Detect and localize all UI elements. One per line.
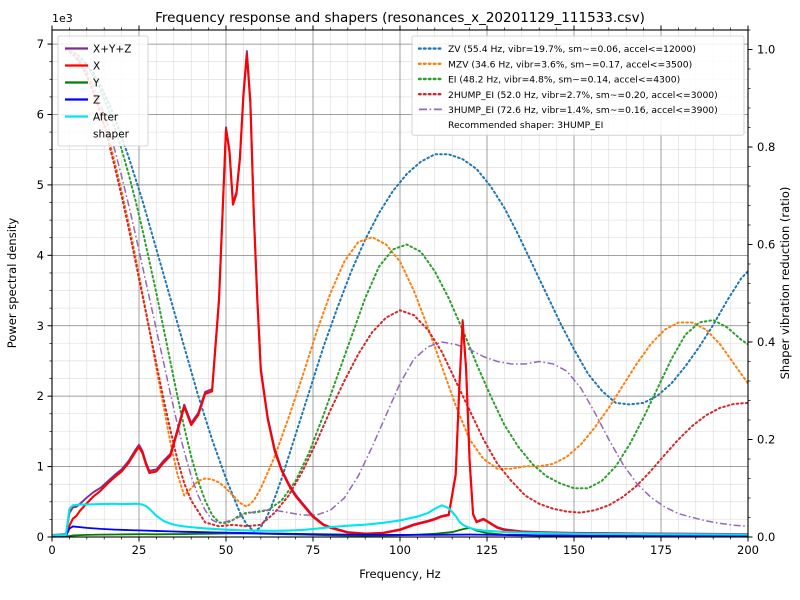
psd-line-after-shaper: [52, 502, 748, 537]
legend-label-x-y-z: X+Y+Z: [93, 44, 131, 56]
x-tick-label: 150: [563, 543, 585, 557]
x-tick-label: 200: [737, 543, 759, 557]
legend-label-3hump_ei: 3HUMP_EI (72.6 Hz, vibr=1.4%, sm~=0.16, …: [448, 105, 718, 116]
legend-label-zv: ZV (55.4 Hz, vibr=19.7%, sm~=0.06, accel…: [448, 44, 696, 55]
y-tick-label-left: 6: [37, 108, 44, 122]
legend-label-after-shaper: After: [93, 112, 119, 124]
y-tick-label-left: 5: [37, 178, 44, 192]
legend-psd[interactable]: X+Y+Z XYZ After shaper: [57, 35, 149, 147]
x-tick-label: 50: [219, 543, 234, 557]
legend-label-y: Y: [92, 78, 100, 90]
x-tick-label: 175: [650, 543, 672, 557]
x-tick-label: 100: [389, 543, 411, 557]
shaper-line-2hump_ei: [64, 48, 748, 528]
y-tick-label-right: 0.4: [757, 335, 775, 349]
x-tick-label: 0: [48, 543, 55, 557]
recommended-shaper-note: Recommended shaper: 3HUMP_EI: [448, 120, 603, 131]
psd-line-x: [52, 53, 748, 537]
shaper-line-3hump_ei: [65, 48, 748, 528]
plot-data-lines: [52, 48, 748, 537]
legend-label-z: Z: [93, 95, 100, 107]
y-axis-left-ticks: 0 1 2 3 4 5 6 7: [37, 37, 52, 544]
x-axis-ticks: 0 25 50 75 100 125 150 175 200: [48, 25, 759, 557]
y-tick-label-left: 2: [37, 389, 44, 403]
legend-label-ei: EI (48.2 Hz, vibr=4.8%, sm~=0.14, accel<…: [448, 75, 680, 86]
y-tick-label-right: 0.2: [757, 433, 775, 447]
y-axis-exponent-label: 1e3: [52, 12, 73, 25]
legend-label-2hump_ei: 2HUMP_EI (52.0 Hz, vibr=2.7%, sm~=0.20, …: [448, 90, 718, 101]
y-tick-label-left: 1: [37, 460, 44, 474]
x-tick-label: 125: [476, 543, 498, 557]
y-axis-right-ticks: 0.0 0.2 0.4 0.6 0.8 1.0: [748, 29, 775, 544]
y-tick-label-left: 0: [37, 530, 44, 544]
shaper-line-zv: [64, 48, 748, 533]
y-tick-label-right: 0.6: [757, 238, 775, 252]
y-tick-label-left: 7: [37, 37, 44, 51]
x-tick-label: 25: [132, 543, 147, 557]
legend-label-mzv: MZV (34.6 Hz, vibr=3.6%, sm~=0.17, accel…: [448, 59, 692, 70]
y-tick-label-right: 1.0: [757, 43, 775, 57]
shaper-line-ei: [64, 48, 748, 525]
legend-label-after-shaper: shaper: [93, 129, 130, 141]
y-axis-right-label: Shaper vibration reduction (ratio): [778, 187, 792, 380]
y-axis-label: Power spectral density: [5, 218, 19, 349]
legend-label-x: X: [93, 61, 100, 73]
psd-line-z: [52, 525, 748, 537]
y-tick-label-right: 0.8: [757, 140, 775, 154]
y-tick-label-right: 0.0: [757, 530, 775, 544]
legend-shaper[interactable]: ZV (55.4 Hz, vibr=19.7%, sm~=0.06, accel…: [411, 35, 745, 136]
x-axis-label: Frequency, Hz: [359, 567, 440, 581]
x-tick-label: 75: [306, 543, 321, 557]
y-tick-label-left: 4: [37, 248, 44, 262]
page-title: Frequency response and shapers (resonanc…: [155, 10, 645, 26]
y-tick-label-left: 3: [37, 319, 44, 333]
